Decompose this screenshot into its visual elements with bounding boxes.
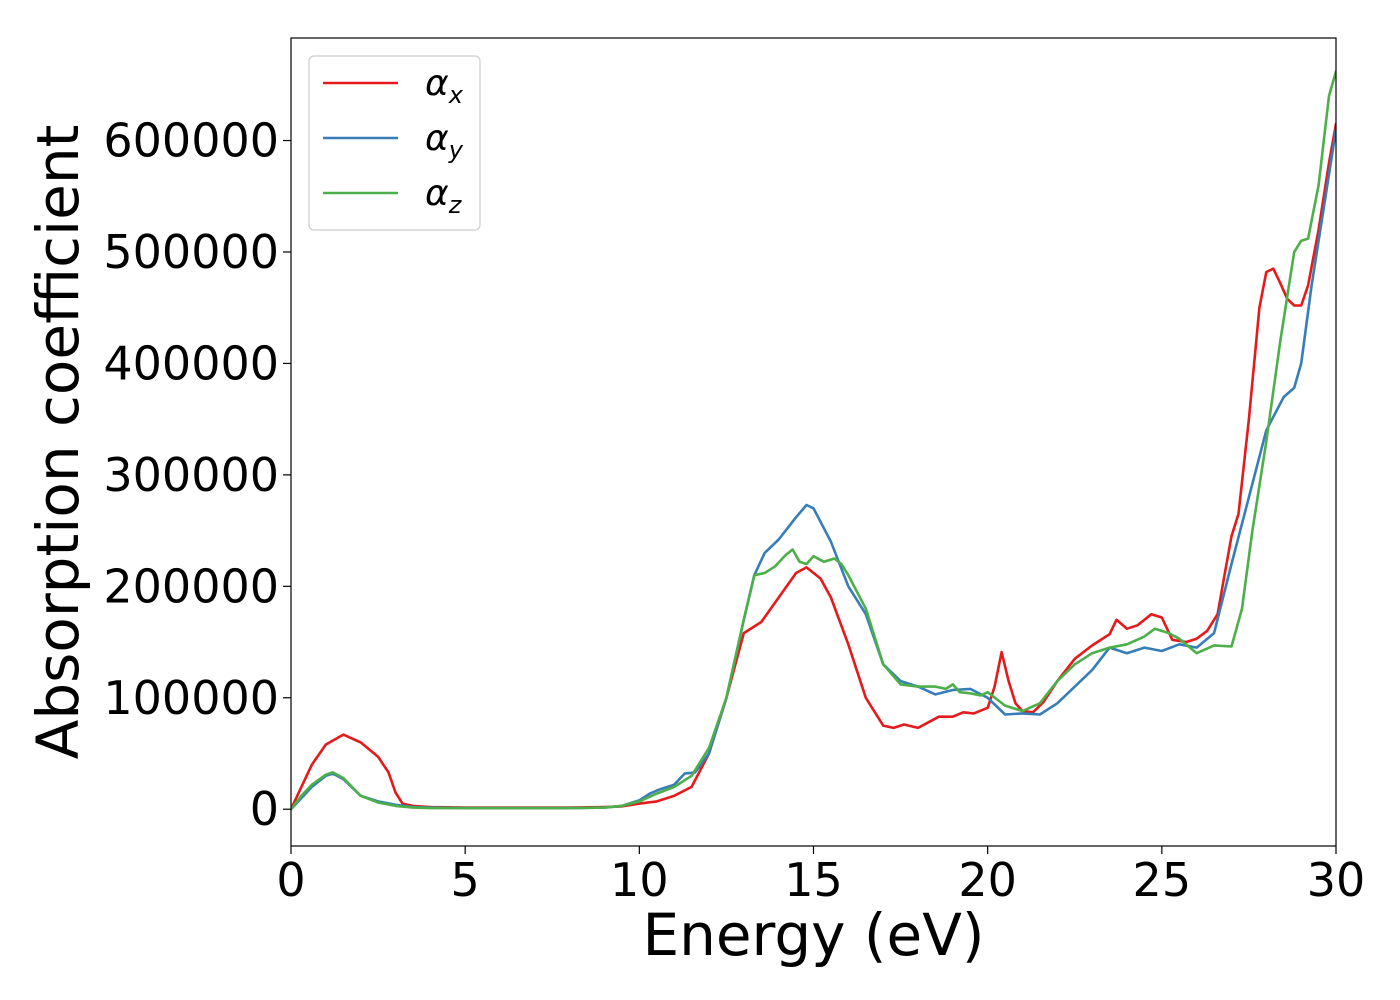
y-tick-label: 0 xyxy=(250,782,279,836)
y-tick-label: 600000 xyxy=(103,114,279,168)
legend-item-z: αz xyxy=(323,173,463,219)
legend-item-x: αx xyxy=(323,63,464,109)
x-tick-label: 30 xyxy=(1307,853,1366,907)
x-tick-label: 15 xyxy=(784,853,843,907)
x-tick-label: 25 xyxy=(1133,853,1192,907)
y-tick-label: 400000 xyxy=(103,336,279,390)
x-tick-label: 10 xyxy=(610,853,669,907)
y-axis-title: Absorption coefficient xyxy=(24,125,92,760)
x-tick-label: 5 xyxy=(451,853,480,907)
y-tick-label: 300000 xyxy=(103,448,279,502)
y-axis-ticks: 0 100000 200000 300000 400000 500000 600000 xyxy=(103,114,291,836)
x-tick-label: 20 xyxy=(958,853,1017,907)
series-line-z xyxy=(291,70,1336,811)
series-line-y xyxy=(291,128,1336,811)
x-axis-title: Energy (eV) xyxy=(642,901,984,969)
y-tick-label: 500000 xyxy=(103,225,279,279)
y-tick-label: 200000 xyxy=(103,559,279,613)
legend-label: αz xyxy=(425,173,463,219)
legend-box xyxy=(308,55,481,231)
legend-label: αx xyxy=(425,63,464,109)
legend-item-y: αy xyxy=(323,118,464,164)
legend: αx αy αz xyxy=(308,55,481,231)
legend-label: αy xyxy=(425,118,464,164)
x-axis-ticks: 0 5 10 15 20 25 30 xyxy=(276,846,1365,907)
plot-lines xyxy=(291,70,1336,811)
x-tick-label: 0 xyxy=(276,853,305,907)
y-tick-label: 100000 xyxy=(103,671,279,725)
